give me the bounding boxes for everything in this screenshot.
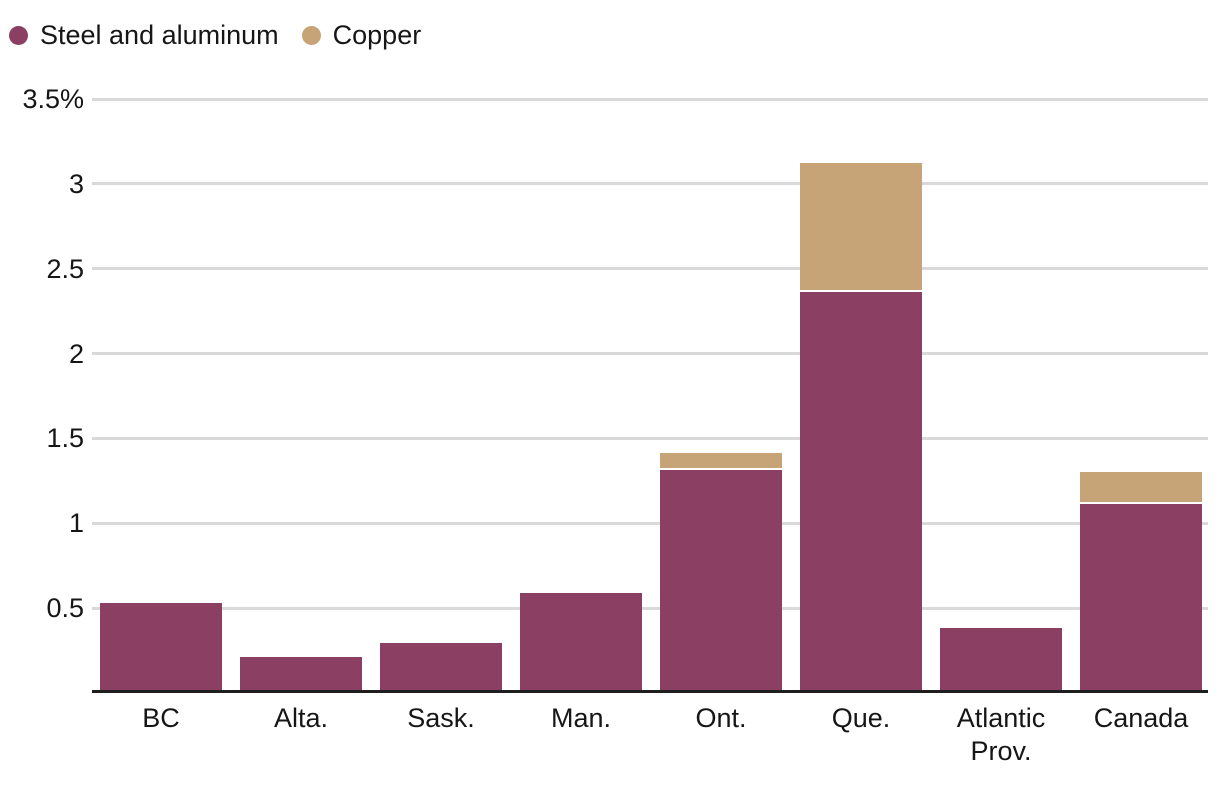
legend-item-steel-and-aluminum: Steel and aluminum xyxy=(9,20,279,50)
bar-segment-steel-and-aluminum xyxy=(800,292,922,691)
bar-bc xyxy=(100,602,222,691)
bar-alta xyxy=(240,657,362,691)
x-axis-label: Sask. xyxy=(407,703,475,733)
legend-label-steel-and-aluminum: Steel and aluminum xyxy=(40,20,279,50)
bar-segment-steel-and-aluminum xyxy=(100,602,222,691)
bar-segment-copper xyxy=(660,453,782,469)
legend-label-copper: Copper xyxy=(332,20,422,50)
bar-atlantic-prov xyxy=(940,628,1062,691)
bar-segment-steel-and-aluminum xyxy=(1080,504,1202,691)
gridline xyxy=(92,182,1208,186)
bar-segment-steel-and-aluminum xyxy=(520,592,642,691)
x-axis-label: Que. xyxy=(831,703,891,733)
bar-sask xyxy=(380,643,502,691)
x-axis-line xyxy=(92,690,1208,693)
y-tick-label: 3 xyxy=(68,168,84,199)
bar-segment-steel-and-aluminum xyxy=(380,643,502,691)
y-tick-label: 2 xyxy=(68,338,84,369)
bar-man xyxy=(520,592,642,691)
gridline xyxy=(92,436,1208,440)
legend-item-copper: Copper xyxy=(301,20,422,50)
gridline xyxy=(92,267,1208,271)
x-axis-label: Atlantic Prov. xyxy=(956,703,1046,766)
y-tick-label: 3.5% xyxy=(22,84,84,115)
legend: Steel and aluminum Copper xyxy=(9,20,421,50)
gridline xyxy=(92,97,1208,101)
gridline xyxy=(92,352,1208,356)
y-tick-label: 0.5 xyxy=(46,593,84,624)
y-tick-label: 1.5 xyxy=(46,423,84,454)
gridline xyxy=(92,606,1208,610)
x-axis-label: BC xyxy=(142,703,180,733)
legend-dot-copper-icon xyxy=(301,25,321,45)
bar-ont xyxy=(660,453,782,691)
y-tick-label: 2.5 xyxy=(46,253,84,284)
x-axis-label: Alta. xyxy=(273,703,329,733)
x-axis-label: Ont. xyxy=(695,703,747,733)
bar-segment-steel-and-aluminum xyxy=(940,628,1062,691)
bar-que xyxy=(800,163,922,691)
gridline xyxy=(92,521,1208,525)
x-axis-label: Man. xyxy=(550,703,612,733)
x-axis-label: Canada xyxy=(1093,703,1189,733)
bar-segment-steel-and-aluminum xyxy=(660,470,782,691)
bar-segment-steel-and-aluminum xyxy=(240,657,362,691)
y-tick-label: 1 xyxy=(68,508,84,539)
bar-segment-copper xyxy=(800,163,922,291)
legend-dot-steel-and-aluminum-icon xyxy=(9,25,28,45)
bar-canada xyxy=(1080,472,1202,691)
bar-segment-copper xyxy=(1080,472,1202,503)
